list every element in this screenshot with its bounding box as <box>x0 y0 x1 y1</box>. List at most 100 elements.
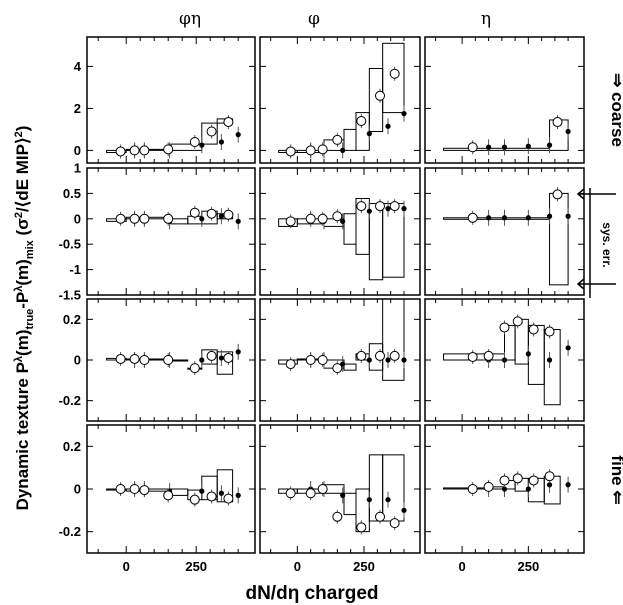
filled-point <box>525 486 531 492</box>
filled-point <box>199 488 205 494</box>
panel-frame <box>424 36 585 164</box>
y-tick-label: 0 <box>74 143 81 158</box>
filled-point <box>401 206 407 212</box>
sys-err-label: sys. err. <box>600 222 614 267</box>
filled-point <box>199 357 205 363</box>
open-point <box>189 137 200 147</box>
y-tick-label: -0.5 <box>59 237 81 252</box>
open-point <box>115 484 126 494</box>
y-tick-label: 2 <box>74 101 81 116</box>
column-title-phi-eta: φη <box>179 9 201 29</box>
filled-point <box>501 144 508 150</box>
open-point <box>163 213 174 224</box>
sys-error-box <box>368 454 384 522</box>
open-point <box>356 116 367 126</box>
open-point <box>512 473 523 484</box>
y-tick-label: 4 <box>74 59 82 74</box>
filled-point <box>546 213 553 219</box>
filled-point <box>366 131 372 137</box>
column-title-eta: η <box>481 9 491 29</box>
sys-error-box <box>443 147 551 151</box>
open-point <box>317 144 328 155</box>
open-point <box>206 491 217 502</box>
filled-point <box>235 218 241 224</box>
sys-error-box <box>382 298 405 381</box>
y-tick-label: 0 <box>74 353 81 368</box>
filled-point <box>501 357 508 363</box>
open-point <box>317 213 328 224</box>
filled-point <box>525 351 531 357</box>
sys-error-box <box>382 42 405 114</box>
y-tick-label: 0 <box>74 482 81 497</box>
open-point <box>317 355 328 365</box>
open-point <box>317 484 328 494</box>
filled-point <box>486 144 492 150</box>
open-point <box>467 351 478 362</box>
sys-error-box <box>549 192 569 286</box>
y-tick-label: -1 <box>69 262 81 277</box>
sys-error-box <box>382 203 405 278</box>
filled-point <box>525 143 531 149</box>
open-point <box>375 90 385 101</box>
open-point <box>285 488 296 499</box>
open-point <box>115 213 126 224</box>
panel-frame <box>259 167 421 296</box>
panel-frame <box>86 167 256 296</box>
open-point <box>285 146 296 157</box>
column-title-phi: φ <box>308 9 320 29</box>
open-point <box>206 126 217 137</box>
filled-point <box>546 357 553 363</box>
panel-frame <box>259 36 421 164</box>
open-point <box>285 359 296 370</box>
filled-point <box>218 139 224 145</box>
open-point <box>139 213 150 224</box>
open-point <box>189 207 200 218</box>
x-axis-label: dN/dη charged <box>245 583 378 604</box>
open-point <box>305 213 316 224</box>
panel-frame <box>424 167 585 296</box>
filled-point <box>565 482 571 488</box>
open-point <box>552 189 563 200</box>
open-point <box>163 490 174 501</box>
sys-error-box <box>170 359 189 362</box>
open-point <box>528 475 539 486</box>
open-point <box>305 355 316 365</box>
open-point <box>483 350 494 361</box>
filled-point <box>366 497 372 503</box>
sys-error-box <box>170 218 189 225</box>
filled-point <box>235 132 241 138</box>
filled-point <box>385 123 391 129</box>
open-point <box>467 142 478 153</box>
sys-error-box <box>343 363 357 371</box>
open-point <box>305 145 316 156</box>
open-point <box>189 494 200 505</box>
open-point <box>483 481 494 492</box>
panel-frame <box>86 36 256 164</box>
y-tick-label: 0.2 <box>63 312 81 327</box>
open-point <box>389 201 400 212</box>
filled-point <box>235 492 241 498</box>
x-tick-label: 0 <box>458 559 465 574</box>
open-point <box>375 201 385 212</box>
filled-point <box>385 497 391 503</box>
open-point <box>285 216 296 227</box>
sys-error-box <box>343 492 357 516</box>
x-tick-label: 0 <box>294 559 301 574</box>
filled-point <box>199 216 205 222</box>
open-point <box>332 511 343 522</box>
open-point <box>389 350 400 361</box>
y-tick-label: 0.2 <box>63 439 81 454</box>
filled-point <box>218 490 224 496</box>
sys-error-box <box>343 128 357 151</box>
filled-point <box>546 142 553 148</box>
open-point <box>544 326 555 337</box>
sys-error-box <box>216 351 234 375</box>
filled-point <box>340 492 346 498</box>
filled-point <box>218 355 224 361</box>
open-point <box>499 322 510 333</box>
open-point <box>223 352 234 363</box>
open-point <box>375 350 385 361</box>
y-tick-label: -0.2 <box>59 393 81 408</box>
open-point <box>305 488 316 499</box>
